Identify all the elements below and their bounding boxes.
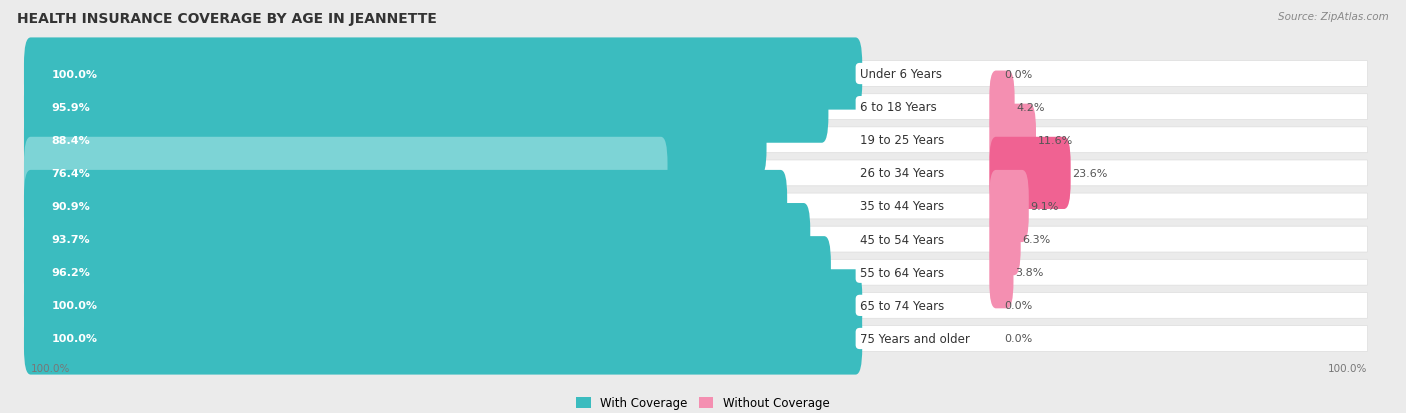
Text: 96.2%: 96.2% [51,268,90,278]
Text: 95.9%: 95.9% [51,102,90,112]
Text: 55 to 64 Years: 55 to 64 Years [859,266,943,279]
FancyBboxPatch shape [990,138,1070,209]
Text: 23.6%: 23.6% [1073,169,1108,178]
FancyBboxPatch shape [30,194,1368,219]
Text: Under 6 Years: Under 6 Years [859,68,942,81]
Text: 4.2%: 4.2% [1017,102,1045,112]
FancyBboxPatch shape [990,171,1029,242]
FancyBboxPatch shape [24,38,862,110]
Text: 6.3%: 6.3% [1022,235,1050,244]
FancyBboxPatch shape [30,326,1368,351]
FancyBboxPatch shape [30,293,1368,318]
Text: 11.6%: 11.6% [1038,135,1073,145]
FancyBboxPatch shape [30,260,1368,285]
FancyBboxPatch shape [30,161,1368,186]
Text: 100.0%: 100.0% [31,363,70,373]
Text: 100.0%: 100.0% [1327,363,1367,373]
FancyBboxPatch shape [30,227,1368,252]
FancyBboxPatch shape [30,128,1368,153]
FancyBboxPatch shape [24,270,862,342]
Text: 45 to 54 Years: 45 to 54 Years [859,233,943,246]
Text: 26 to 34 Years: 26 to 34 Years [859,167,943,180]
Text: Source: ZipAtlas.com: Source: ZipAtlas.com [1278,12,1389,22]
Text: 76.4%: 76.4% [51,169,90,178]
Text: 0.0%: 0.0% [1004,301,1032,311]
Text: 90.9%: 90.9% [51,202,90,211]
Text: 0.0%: 0.0% [1004,334,1032,344]
FancyBboxPatch shape [990,104,1036,176]
FancyBboxPatch shape [24,171,787,242]
FancyBboxPatch shape [24,204,810,275]
Text: 65 to 74 Years: 65 to 74 Years [859,299,943,312]
Text: HEALTH INSURANCE COVERAGE BY AGE IN JEANNETTE: HEALTH INSURANCE COVERAGE BY AGE IN JEAN… [17,12,437,26]
FancyBboxPatch shape [30,62,1368,87]
Text: 19 to 25 Years: 19 to 25 Years [859,134,943,147]
FancyBboxPatch shape [24,138,668,209]
FancyBboxPatch shape [990,204,1021,275]
Text: 88.4%: 88.4% [51,135,90,145]
Text: 100.0%: 100.0% [51,301,97,311]
FancyBboxPatch shape [24,303,862,375]
Text: 75 Years and older: 75 Years and older [859,332,970,345]
Text: 9.1%: 9.1% [1031,202,1059,211]
FancyBboxPatch shape [990,71,1015,143]
Text: 100.0%: 100.0% [51,334,97,344]
Text: 100.0%: 100.0% [51,69,97,79]
FancyBboxPatch shape [24,237,831,309]
FancyBboxPatch shape [24,71,828,143]
FancyBboxPatch shape [24,104,766,176]
Text: 93.7%: 93.7% [51,235,90,244]
Text: 3.8%: 3.8% [1015,268,1043,278]
Text: 35 to 44 Years: 35 to 44 Years [859,200,943,213]
Text: 6 to 18 Years: 6 to 18 Years [859,101,936,114]
FancyBboxPatch shape [30,95,1368,120]
Text: 0.0%: 0.0% [1004,69,1032,79]
Legend: With Coverage, Without Coverage: With Coverage, Without Coverage [572,392,834,413]
FancyBboxPatch shape [990,237,1014,309]
